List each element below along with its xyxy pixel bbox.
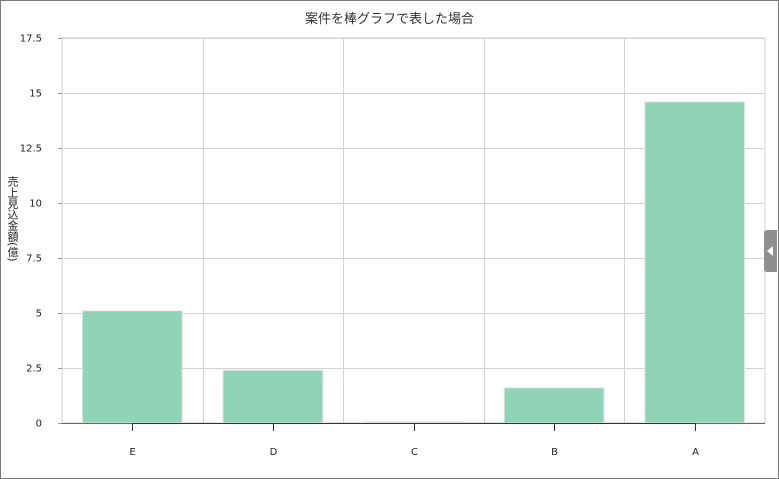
x-tick-label: C <box>411 447 418 458</box>
y-tick-label: 7.5 <box>26 254 42 265</box>
bar-D[interactable] <box>222 369 324 424</box>
x-tick-label: E <box>129 447 135 458</box>
y-ticks: 0 2.5 5 7.5 10 12.5 15 17.5 <box>20 34 62 430</box>
y-tick-label: 0 <box>36 419 42 430</box>
bars <box>81 101 746 424</box>
y-tick-label: 2.5 <box>26 364 42 375</box>
chevron-left-icon <box>767 246 773 256</box>
bar-E[interactable] <box>81 310 183 424</box>
x-tick-label: A <box>692 447 699 458</box>
y-tick-label: 5 <box>36 309 42 320</box>
collapse-panel-tab[interactable] <box>764 230 777 272</box>
y-tick-label: 10 <box>29 199 42 210</box>
chart-title: 案件を棒グラフで表した場合 <box>304 12 474 27</box>
y-tick-label: 15 <box>29 89 42 100</box>
x-tick-label: D <box>270 447 278 458</box>
bar-C[interactable] <box>363 421 464 424</box>
x-tick-label: B <box>551 447 558 458</box>
bar-B[interactable] <box>503 387 605 424</box>
y-tick-label: 12.5 <box>20 144 42 155</box>
y-axis-label: 売上見込金額(億) <box>6 176 19 262</box>
y-tick-label: 17.5 <box>20 34 42 45</box>
bar-A[interactable] <box>644 101 746 424</box>
